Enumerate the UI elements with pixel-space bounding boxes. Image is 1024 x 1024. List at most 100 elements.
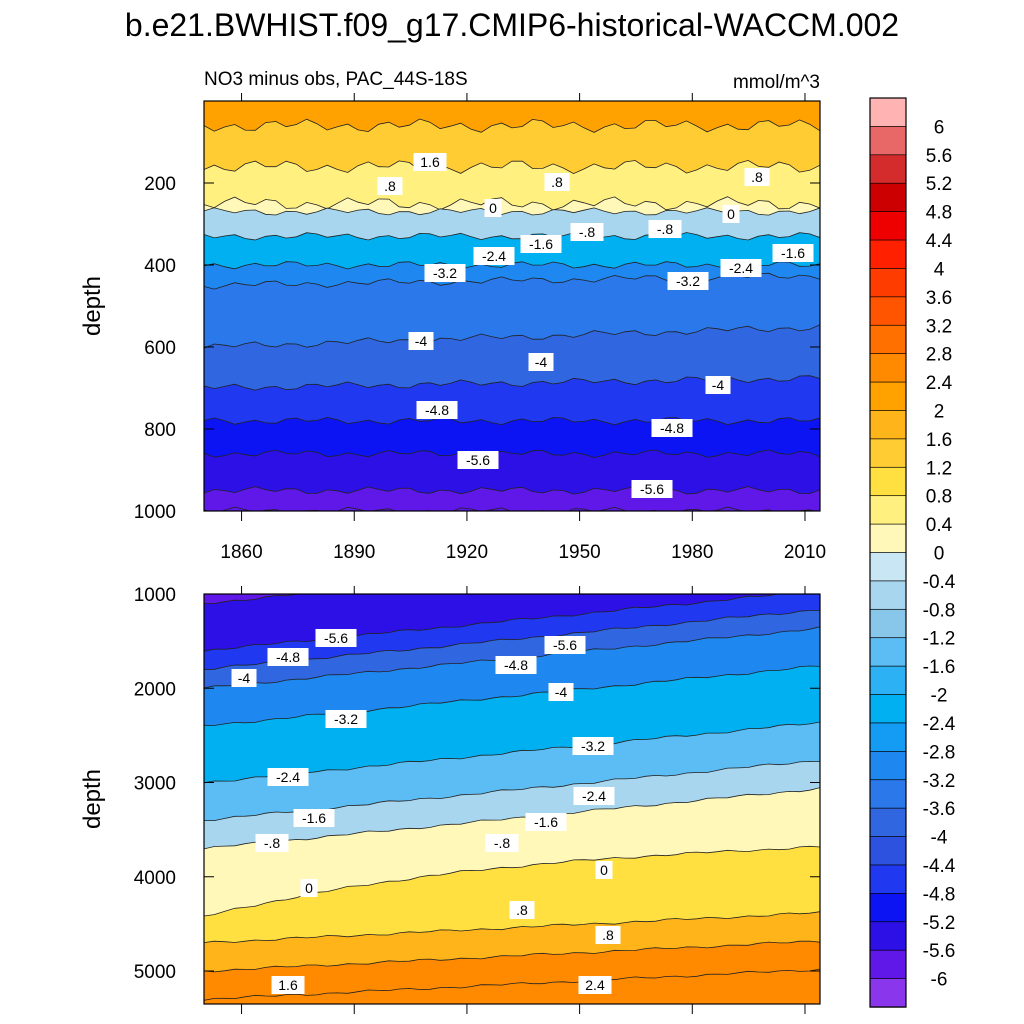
colorbar-box <box>869 921 907 951</box>
contour-band <box>204 969 820 1004</box>
colorbar-label: -2.4 <box>923 714 956 735</box>
colorbar-box <box>869 864 907 895</box>
colorbar-label: -6 <box>931 970 948 991</box>
colorbar-box <box>869 637 907 667</box>
contour-label: 0 <box>305 880 313 896</box>
colorbar-box <box>869 893 907 923</box>
y-tick-label: 5000 <box>134 962 176 983</box>
contour-label: -4 <box>535 354 548 370</box>
contour-label-box <box>667 272 709 290</box>
colorbar-box <box>869 126 907 156</box>
colorbar-label: -4.4 <box>923 856 956 877</box>
contour-label-box <box>271 976 305 994</box>
colorbar-label: 2.8 <box>926 345 952 366</box>
colorbar-label: -3.6 <box>923 799 956 820</box>
contour-label: 0 <box>727 206 735 222</box>
y-tick-label: 600 <box>144 338 176 359</box>
contour-label: -2.4 <box>482 248 506 264</box>
subtitle-right: mmol/m^3 <box>733 72 820 93</box>
colorbar-box <box>869 296 907 326</box>
contour-label: .8 <box>384 178 396 194</box>
contour-label-box <box>231 669 257 687</box>
colorbar-box <box>869 410 907 440</box>
contour-label-box <box>648 220 682 238</box>
colorbar-box <box>869 268 907 298</box>
contour-label-box <box>509 901 535 919</box>
contour-label-box <box>651 419 693 437</box>
contour-label-box <box>484 199 502 217</box>
colorbar-label: 1.6 <box>926 430 952 451</box>
contour-label-box <box>495 656 537 674</box>
colorbar-box <box>869 694 907 724</box>
contour-label-box <box>424 264 466 282</box>
contour-line <box>204 594 801 652</box>
contour-line <box>204 968 820 1001</box>
contour-line <box>204 940 820 973</box>
contour-label: -5.6 <box>324 630 348 646</box>
contour-label-box <box>705 376 731 394</box>
colorbar-box <box>869 978 907 1008</box>
colorbar-label: 4 <box>934 259 945 280</box>
contour-label: -4 <box>712 377 725 393</box>
contour-label: -4 <box>415 333 428 349</box>
contour-label-box <box>300 879 318 897</box>
x-tick-label: 1920 <box>446 542 488 563</box>
contour-label-box <box>377 177 403 195</box>
contour-label-box <box>572 737 614 755</box>
colorbar-label: -3.2 <box>923 771 956 792</box>
contour-label-box <box>485 834 519 852</box>
y-tick-label: 3000 <box>134 774 176 795</box>
contour-label-box <box>720 259 762 277</box>
colorbar-label: -1.2 <box>923 629 956 650</box>
contour-label-box <box>267 768 309 786</box>
contour-label-box <box>255 834 289 852</box>
contour-label-box <box>570 223 604 241</box>
contour-label: -4.8 <box>504 657 528 673</box>
figure-title: b.e21.BWHIST.f09_g17.CMIP6-historical-WA… <box>125 7 899 43</box>
colorbar-label: -0.4 <box>923 572 956 593</box>
contour-band <box>204 507 815 511</box>
colorbar-box <box>869 750 907 781</box>
colorbar-label: -2.8 <box>923 742 956 763</box>
colorbar-box <box>869 552 907 582</box>
colorbar-label: -0.8 <box>923 600 956 621</box>
x-tick-label: 1980 <box>671 542 713 563</box>
contour-label-box <box>408 332 434 350</box>
contour-label: -.8 <box>494 835 511 851</box>
contour-line <box>204 416 820 426</box>
y-tick-label: 800 <box>144 420 176 441</box>
contour-label: -5.6 <box>640 481 664 497</box>
contour-line <box>204 911 820 943</box>
colorbar-label: 0.4 <box>926 515 953 536</box>
contour-label: -3.2 <box>676 273 700 289</box>
contour-label: 0 <box>600 862 608 878</box>
contour-label: -1.6 <box>529 236 553 252</box>
contour-label-box <box>595 926 621 944</box>
colorbar-label: -1.6 <box>923 657 956 678</box>
contour-label: -5.6 <box>466 452 490 468</box>
colorbar-box <box>869 807 907 838</box>
colorbar-box <box>869 665 907 696</box>
contour-label-box <box>772 244 814 262</box>
upper-ylabel: depth <box>79 276 106 336</box>
contour-label-box <box>631 480 673 498</box>
contour-line <box>204 665 820 726</box>
contour-label: -5.6 <box>553 637 577 653</box>
x-tick-label: 1890 <box>333 542 375 563</box>
contour-line <box>204 159 820 175</box>
colorbar-box <box>869 381 907 412</box>
lower-ylabel: depth <box>79 769 106 829</box>
contour-label: -2.4 <box>276 769 300 785</box>
x-tick-label: 2010 <box>784 542 826 563</box>
y-tick-label: 1000 <box>134 585 176 606</box>
contour-label: -1.6 <box>534 814 558 830</box>
colorbar-box <box>869 608 907 639</box>
contour-label: 2.4 <box>585 977 605 993</box>
contour-label-box <box>520 235 562 253</box>
colorbar-box <box>869 438 907 468</box>
colorbar-box <box>869 154 907 184</box>
colorbar-label: 5.2 <box>926 174 952 195</box>
colorbar-label: -4.8 <box>923 884 956 905</box>
contour-label: 1.6 <box>278 977 298 993</box>
